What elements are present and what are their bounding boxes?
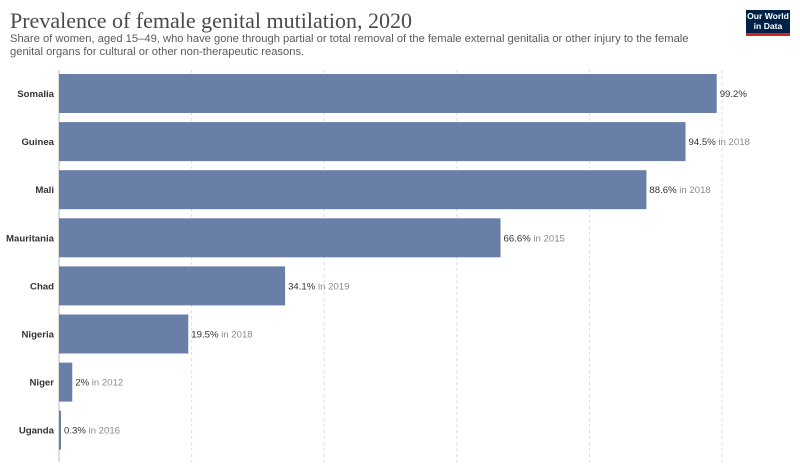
logo-line-2: in Data xyxy=(753,20,783,31)
bar[interactable] xyxy=(59,74,717,113)
value-text: 2% xyxy=(75,378,89,389)
bar-row-niger[interactable]: Niger 2% in 2012 xyxy=(29,362,123,402)
value-label: 99.2% xyxy=(720,89,748,100)
year-note: in 2016 xyxy=(86,426,120,437)
chart-title: Prevalence of female genital mutilation,… xyxy=(10,8,412,33)
year-note: in 2018 xyxy=(677,185,711,196)
bar[interactable] xyxy=(59,122,686,162)
bar-row-mali[interactable]: Mali 88.6% in 2018 xyxy=(35,170,711,210)
bar[interactable] xyxy=(59,170,647,210)
year-note: in 2018 xyxy=(716,137,750,148)
value-label: 19.5% in 2018 xyxy=(191,330,252,341)
category-label: Niger xyxy=(29,378,54,389)
value-label: 66.6% in 2015 xyxy=(504,233,565,244)
bar-row-chad[interactable]: Chad 34.1% in 2019 xyxy=(30,266,349,306)
bar[interactable] xyxy=(59,362,73,402)
value-text: 34.1% xyxy=(288,281,316,292)
bar-row-uganda[interactable]: Uganda 0.3% in 2016 xyxy=(19,410,120,450)
bar[interactable] xyxy=(59,218,501,258)
chart-subtitle: Share of women, aged 15–49, who have gon… xyxy=(10,33,689,58)
value-label: 2% in 2012 xyxy=(75,378,123,389)
category-label: Guinea xyxy=(21,137,54,148)
category-label: Mali xyxy=(35,185,54,196)
value-label: 34.1% in 2019 xyxy=(288,281,349,292)
logo-line-1: Our World xyxy=(747,11,789,21)
value-text: 66.6% xyxy=(504,233,532,244)
year-note: in 2019 xyxy=(315,281,349,292)
category-label: Mauritania xyxy=(6,233,55,244)
owid-logo[interactable]: Our World in Data xyxy=(746,10,790,36)
value-label: 94.5% in 2018 xyxy=(689,137,750,148)
year-note: in 2018 xyxy=(218,330,252,341)
year-note: in 2012 xyxy=(89,378,123,389)
value-text: 0.3% xyxy=(64,426,86,437)
category-label: Somalia xyxy=(17,89,54,100)
category-label: Nigeria xyxy=(21,330,54,341)
bars: Somalia 99.2% Guinea 94.5% in 2018 Mali 88.6%… xyxy=(6,74,750,450)
bar-row-somalia[interactable]: Somalia 99.2% xyxy=(17,74,747,113)
bar-row-mauritania[interactable]: Mauritania 66.6% in 2015 xyxy=(6,218,565,258)
bar-row-guinea[interactable]: Guinea 94.5% in 2018 xyxy=(21,122,750,162)
bar[interactable] xyxy=(59,410,61,450)
value-label: 88.6% in 2018 xyxy=(649,185,710,196)
value-text: 94.5% xyxy=(689,137,717,148)
category-label: Uganda xyxy=(19,426,55,437)
bar[interactable] xyxy=(59,266,286,306)
category-label: Chad xyxy=(30,281,54,292)
value-text: 99.2% xyxy=(720,89,748,100)
year-note: in 2015 xyxy=(531,233,565,244)
value-text: 19.5% xyxy=(191,330,219,341)
bar-row-nigeria[interactable]: Nigeria 19.5% in 2018 xyxy=(21,314,253,354)
value-text: 88.6% xyxy=(649,185,677,196)
value-label: 0.3% in 2016 xyxy=(64,426,120,437)
bar[interactable] xyxy=(59,314,189,354)
